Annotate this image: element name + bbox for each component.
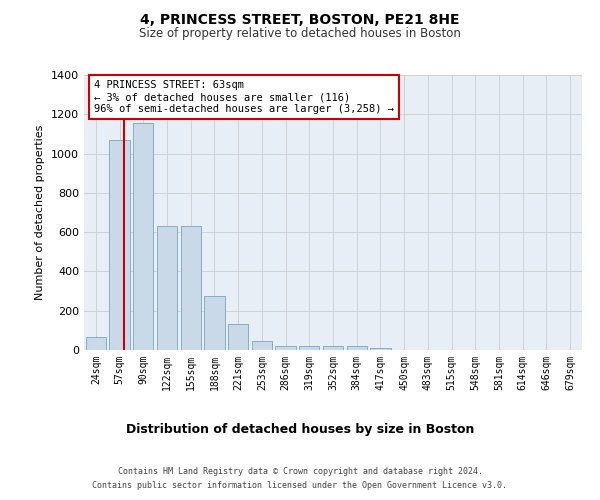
Bar [370, 348, 391, 350]
Bar [275, 346, 296, 350]
Bar [299, 346, 319, 350]
Bar [228, 324, 248, 350]
Text: Size of property relative to detached houses in Boston: Size of property relative to detached ho… [139, 28, 461, 40]
Bar [109, 140, 130, 350]
Text: 4, PRINCESS STREET, BOSTON, PE21 8HE: 4, PRINCESS STREET, BOSTON, PE21 8HE [140, 12, 460, 26]
Bar [86, 337, 106, 350]
Bar [347, 346, 367, 350]
Text: Contains public sector information licensed under the Open Government Licence v3: Contains public sector information licen… [92, 481, 508, 490]
Bar [205, 296, 224, 350]
Bar [181, 226, 201, 350]
Y-axis label: Number of detached properties: Number of detached properties [35, 125, 46, 300]
Text: Distribution of detached houses by size in Boston: Distribution of detached houses by size … [126, 422, 474, 436]
Text: 4 PRINCESS STREET: 63sqm
← 3% of detached houses are smaller (116)
96% of semi-d: 4 PRINCESS STREET: 63sqm ← 3% of detache… [94, 80, 394, 114]
Text: Contains HM Land Registry data © Crown copyright and database right 2024.: Contains HM Land Registry data © Crown c… [118, 468, 482, 476]
Bar [323, 346, 343, 350]
Bar [157, 226, 177, 350]
Bar [133, 123, 154, 350]
Bar [252, 341, 272, 350]
